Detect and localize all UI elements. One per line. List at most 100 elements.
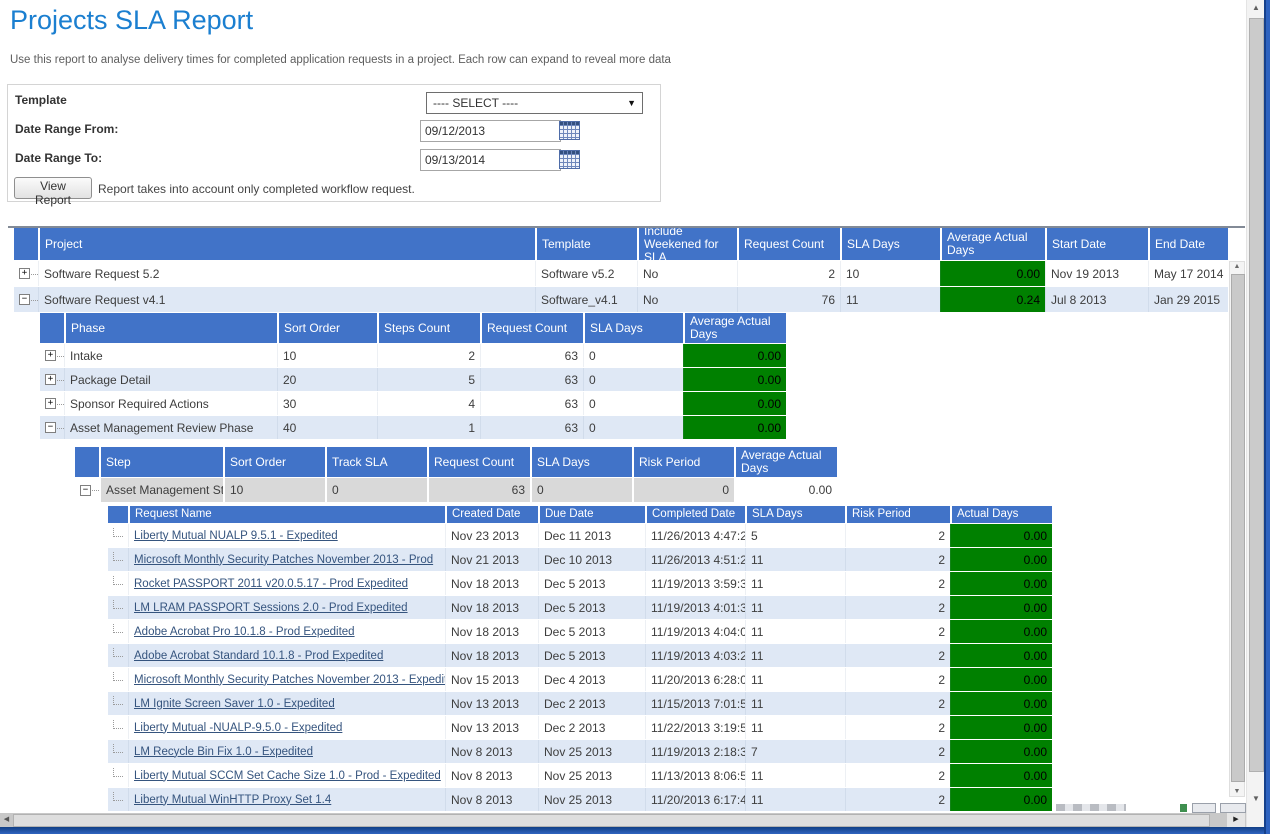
request-link[interactable]: Rocket PASSPORT 2011 v20.0.5.17 - Prod E…	[134, 578, 408, 590]
cell-created_date: Nov 13 2013	[445, 716, 538, 739]
scroll-up-icon[interactable]: ▲	[1247, 3, 1265, 12]
calendar-icon[interactable]	[559, 121, 580, 140]
chevron-down-icon: ▼	[627, 98, 636, 108]
request-row: Adobe Acrobat Standard 10.1.8 - Prod Exp…	[108, 644, 1052, 668]
date-range-to-input[interactable]	[420, 149, 561, 171]
column-header-sla_days: SLA Days	[583, 313, 683, 343]
cell-created_date: Nov 8 2013	[445, 740, 538, 763]
cell-sla_days: 0	[583, 416, 683, 439]
date-range-from-input[interactable]	[420, 120, 561, 142]
page-vertical-scrollbar[interactable]: ▲ ▼	[1246, 0, 1265, 827]
column-header-project: Project	[38, 228, 535, 260]
request-link[interactable]: Liberty Mutual WinHTTP Proxy Set 1.4	[134, 794, 331, 806]
cell-created_date: Nov 23 2013	[445, 524, 538, 547]
cell-actual_days: 0.00	[950, 572, 1052, 595]
steps-table: StepSort OrderTrack SLARequest CountSLA …	[75, 447, 837, 503]
cell-sla_days: 11	[840, 287, 940, 312]
cell-sla_days: 5	[745, 524, 845, 547]
expand-toggle-icon[interactable]: +	[45, 398, 56, 409]
project-row: −Software Request v4.1Software_v4.1No761…	[14, 287, 1228, 313]
cell-sla_days: 0	[583, 344, 683, 367]
scrollbar-thumb[interactable]	[1231, 274, 1245, 782]
cell-toggle: +	[40, 344, 64, 367]
request-row: Rocket PASSPORT 2011 v20.0.5.17 - Prod E…	[108, 572, 1052, 596]
cell-sla_days: 10	[840, 261, 940, 286]
request-link[interactable]: LM Ignite Screen Saver 1.0 - Expedited	[134, 698, 335, 710]
cell-request_count: 2	[737, 261, 840, 286]
request-link[interactable]: LM Recycle Bin Fix 1.0 - Expedited	[134, 746, 313, 758]
cell-toggle	[108, 692, 128, 715]
scroll-up-icon[interactable]: ▲	[1230, 263, 1244, 270]
cell-toggle: −	[75, 478, 99, 502]
collapse-toggle-icon[interactable]: −	[45, 422, 56, 433]
cell-request_name: LM Ignite Screen Saver 1.0 - Expedited	[128, 692, 445, 715]
scrollbar-thumb[interactable]	[13, 814, 1210, 827]
request-link[interactable]: Microsoft Monthly Security Patches Novem…	[134, 674, 445, 686]
column-header-sort_order: Sort Order	[277, 313, 377, 343]
cell-actual_days: 0.00	[950, 524, 1052, 547]
request-link[interactable]: Liberty Mutual SCCM Set Cache Size 1.0 -…	[134, 770, 441, 782]
request-link[interactable]: LM LRAM PASSPORT Sessions 2.0 - Prod Exp…	[134, 602, 408, 614]
request-link[interactable]: Microsoft Monthly Security Patches Novem…	[134, 554, 433, 566]
request-row: Liberty Mutual SCCM Set Cache Size 1.0 -…	[108, 764, 1052, 788]
template-select-value: ---- SELECT ----	[433, 96, 518, 110]
expand-toggle-icon[interactable]: +	[45, 374, 56, 385]
cell-toggle	[108, 596, 128, 619]
cell-completed_date: 11/15/2013 7:01:5...	[645, 692, 745, 715]
scrollbar-thumb[interactable]	[1249, 18, 1264, 772]
cell-toggle	[108, 572, 128, 595]
cell-steps_count: 4	[377, 392, 480, 415]
request-link[interactable]: Liberty Mutual -NUALP-9.5.0 - Expedited	[134, 722, 342, 734]
clipped-row-fragment	[1056, 804, 1126, 811]
cell-created_date: Nov 18 2013	[445, 572, 538, 595]
column-header-avg_actual_days: Average Actual Days	[940, 228, 1045, 260]
view-report-button[interactable]: View Report	[14, 177, 92, 199]
horizontal-scrollbar[interactable]: ◀ ▶	[0, 813, 1246, 827]
request-row: Microsoft Monthly Security Patches Novem…	[108, 548, 1052, 572]
cell-request_name: Liberty Mutual WinHTTP Proxy Set 1.4	[128, 788, 445, 811]
project-row: +Software Request 5.2Software v5.2No2100…	[14, 261, 1228, 287]
cell-toggle	[108, 524, 128, 547]
report-vertical-scrollbar[interactable]: ▲ ▼	[1229, 261, 1245, 797]
expand-toggle-icon[interactable]: +	[19, 268, 30, 279]
cell-sort_order: 20	[277, 368, 377, 391]
cell-request_name: Liberty Mutual NUALP 9.5.1 - Expedited	[128, 524, 445, 547]
clipped-row-fragment	[1180, 804, 1187, 812]
expand-toggle-icon[interactable]: +	[45, 350, 56, 361]
template-select[interactable]: ---- SELECT ---- ▼	[426, 92, 643, 114]
collapse-toggle-icon[interactable]: −	[80, 485, 91, 496]
cell-sla_days: 11	[745, 716, 845, 739]
calendar-icon[interactable]	[559, 150, 580, 169]
scroll-down-icon[interactable]: ▼	[1230, 788, 1244, 795]
cell-toggle	[108, 548, 128, 571]
collapse-toggle-icon[interactable]: −	[19, 294, 30, 305]
scroll-down-icon[interactable]: ▼	[1247, 794, 1265, 803]
window-right-border	[1264, 0, 1270, 834]
tree-leaf-connector-icon	[113, 624, 123, 633]
column-header-phase: Phase	[64, 313, 277, 343]
cell-actual_days: 0.00	[950, 788, 1052, 811]
cell-sla_days: 0	[530, 478, 632, 502]
cell-sla_days: 0	[583, 392, 683, 415]
request-link[interactable]: Adobe Acrobat Pro 10.1.8 - Prod Expedite…	[134, 626, 355, 638]
cell-risk_period: 0	[632, 478, 734, 502]
page: Projects SLA Report Use this report to a…	[0, 0, 1270, 834]
column-header-avg_actual_days: Average Actual Days	[734, 447, 837, 477]
step-row: −Asset Management Step10063000.00	[75, 478, 837, 503]
column-header-sla_days: SLA Days	[530, 447, 632, 477]
cell-completed_date: 11/19/2013 4:04:0...	[645, 620, 745, 643]
cell-completed_date: 11/19/2013 4:01:3...	[645, 596, 745, 619]
cell-risk_period: 2	[845, 596, 950, 619]
cell-due_date: Dec 5 2013	[538, 620, 645, 643]
cell-sla_days: 7	[745, 740, 845, 763]
cell-include_weekend: No	[637, 261, 737, 286]
cell-step: Asset Management Step	[99, 478, 223, 502]
request-link[interactable]: Adobe Acrobat Standard 10.1.8 - Prod Exp…	[134, 650, 383, 662]
cell-due_date: Dec 2 2013	[538, 716, 645, 739]
scroll-right-icon[interactable]: ▶	[1227, 813, 1245, 827]
column-header-end_date: End Date	[1148, 228, 1228, 260]
scroll-left-icon[interactable]: ◀	[0, 813, 13, 827]
cell-sla_days: 11	[745, 548, 845, 571]
request-link[interactable]: Liberty Mutual NUALP 9.5.1 - Expedited	[134, 530, 338, 542]
cell-project: Software Request v4.1	[38, 287, 535, 312]
